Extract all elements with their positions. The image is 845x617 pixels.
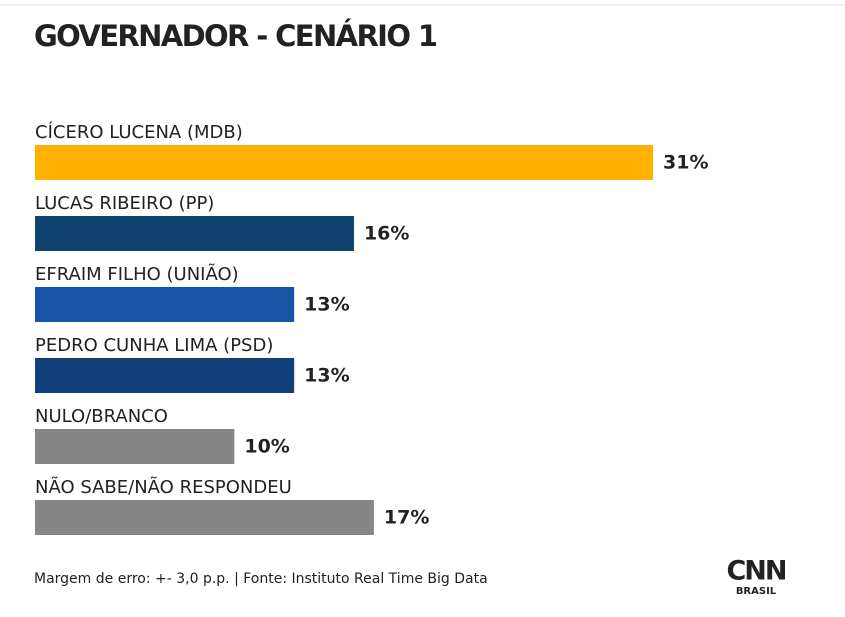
bar bbox=[35, 358, 295, 393]
value-label: 10% bbox=[244, 436, 289, 458]
category-label: NULO/BRANCO bbox=[35, 406, 168, 427]
bar bbox=[35, 287, 295, 322]
bar bbox=[35, 500, 374, 535]
category-label: LUCAS RIBEIRO (PP) bbox=[35, 193, 214, 214]
chart-title: GOVERNADOR - CENÁRIO 1 bbox=[34, 19, 438, 53]
category-label: PEDRO CUNHA LIMA (PSD) bbox=[35, 335, 273, 356]
category-label: EFRAIM FILHO (UNIÃO) bbox=[35, 263, 239, 285]
value-label: 16% bbox=[364, 223, 409, 245]
bar bbox=[35, 145, 653, 180]
logo: CNN bbox=[726, 556, 785, 587]
bar bbox=[35, 216, 354, 251]
logo-sub: BRASIL bbox=[736, 586, 777, 597]
value-label: 17% bbox=[384, 507, 429, 529]
value-label: 13% bbox=[304, 365, 349, 387]
category-label: CÍCERO LUCENA (MDB) bbox=[35, 121, 243, 143]
category-label: NÃO SABE/NÃO RESPONDEU bbox=[35, 476, 292, 498]
note: Margem de erro: +- 3,0 p.p. | Fonte: Ins… bbox=[34, 571, 488, 587]
value-label: 13% bbox=[304, 294, 349, 316]
bar bbox=[35, 429, 235, 464]
value-label: 31% bbox=[663, 152, 708, 174]
